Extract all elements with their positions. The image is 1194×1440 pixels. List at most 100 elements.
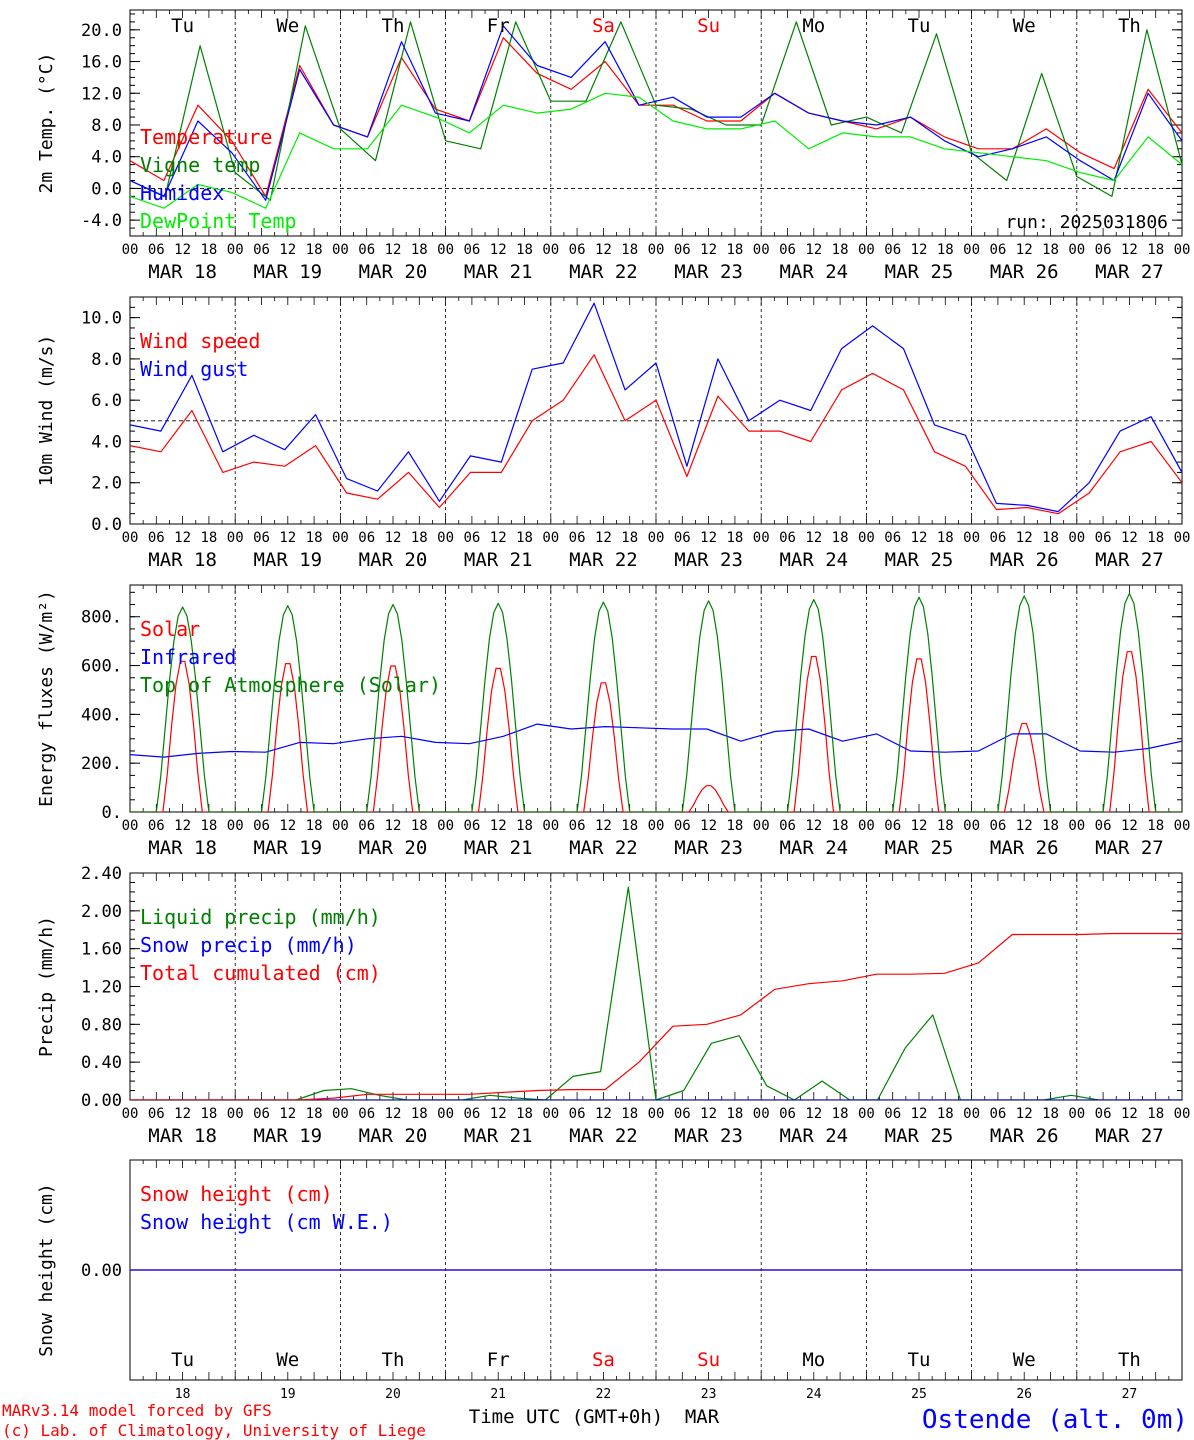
x-date-label: MAR 26 bbox=[990, 837, 1059, 859]
x-date-label: MAR 20 bbox=[359, 1125, 428, 1147]
x-hour-label: 12 bbox=[174, 530, 191, 546]
legend-entry: Infrared bbox=[140, 645, 236, 669]
y-tick-label: 1.60 bbox=[81, 940, 122, 960]
x-hour-label: 18 bbox=[306, 242, 323, 258]
x-hour-label: 18 bbox=[306, 1106, 323, 1122]
x-hour-label: 18 bbox=[516, 242, 533, 258]
x-date-label: MAR 25 bbox=[885, 1125, 954, 1147]
weekday-label: Su bbox=[697, 15, 720, 37]
x-hour-label: 06 bbox=[358, 818, 375, 834]
weekday-label: Tu bbox=[908, 15, 931, 37]
x-date-label: MAR 19 bbox=[253, 261, 322, 283]
series-line bbox=[130, 723, 1182, 758]
weekday-label: Tu bbox=[908, 1349, 931, 1371]
panel-2: 10.0 8.0 6.0 4.0 2.0 0.0 10m Wind (m/s) 00 06 12 1… bbox=[36, 296, 1190, 571]
x-hour-label: 00 bbox=[858, 242, 875, 258]
x-hour-label: 06 bbox=[674, 242, 691, 258]
day-number-label: 18 bbox=[175, 1387, 191, 1402]
y-axis-label: Energy fluxes (W/m²) bbox=[36, 590, 57, 807]
x-hour-label: 00 bbox=[963, 818, 980, 834]
x-hour-label: 06 bbox=[1095, 242, 1112, 258]
x-hour-label: 12 bbox=[490, 1106, 507, 1122]
x-hour-label: 12 bbox=[805, 242, 822, 258]
day-number-label: 23 bbox=[701, 1387, 717, 1402]
x-hour-label: 18 bbox=[621, 818, 638, 834]
legend-entry: Vigne temp bbox=[140, 153, 260, 177]
x-hour-label: 12 bbox=[1121, 530, 1138, 546]
x-hour-label: 18 bbox=[937, 1106, 954, 1122]
y-tick-label: 0.0 bbox=[91, 515, 122, 535]
x-hour-label: 12 bbox=[174, 818, 191, 834]
x-hour-label: 00 bbox=[542, 818, 559, 834]
x-date-label: MAR 23 bbox=[674, 261, 743, 283]
x-hour-label: 00 bbox=[122, 242, 139, 258]
x-date-label: MAR 21 bbox=[464, 261, 533, 283]
series-line bbox=[130, 21, 1182, 201]
weekday-label: Su bbox=[697, 1349, 720, 1371]
x-hour-label: 06 bbox=[148, 1106, 165, 1122]
weekday-label: Th bbox=[1118, 15, 1141, 37]
x-hour-label: 06 bbox=[148, 530, 165, 546]
x-date-label: MAR 19 bbox=[253, 1125, 322, 1147]
x-hour-label: 18 bbox=[1042, 242, 1059, 258]
x-hour-label: 18 bbox=[306, 818, 323, 834]
legend-entry: Temperature bbox=[140, 125, 272, 149]
x-hour-label: 12 bbox=[700, 1106, 717, 1122]
day-number-label: 25 bbox=[911, 1387, 927, 1402]
x-hour-label: 12 bbox=[279, 530, 296, 546]
x-hour-label: 18 bbox=[306, 530, 323, 546]
x-date-label: MAR 20 bbox=[359, 261, 428, 283]
x-hour-label: 06 bbox=[358, 242, 375, 258]
day-number-label: 19 bbox=[280, 1387, 296, 1402]
x-hour-label: 06 bbox=[989, 242, 1006, 258]
y-tick-label: 4.0 bbox=[91, 148, 122, 168]
x-date-label: MAR 18 bbox=[148, 837, 217, 859]
y-tick-label: 10.0 bbox=[81, 309, 122, 329]
x-hour-label: 18 bbox=[726, 818, 743, 834]
series-line bbox=[130, 932, 1182, 1100]
x-hour-label: 00 bbox=[858, 818, 875, 834]
y-tick-label: 4.0 bbox=[91, 432, 122, 452]
weekday-label: Fr bbox=[487, 15, 510, 37]
x-hour-label: 00 bbox=[437, 818, 454, 834]
x-hour-label: 12 bbox=[279, 818, 296, 834]
x-hour-label: 12 bbox=[174, 242, 191, 258]
x-date-label: MAR 26 bbox=[990, 549, 1059, 571]
x-hour-label: 06 bbox=[463, 530, 480, 546]
x-hour-label: 06 bbox=[569, 1106, 586, 1122]
x-hour-label: 12 bbox=[1121, 242, 1138, 258]
x-hour-label: 00 bbox=[227, 818, 244, 834]
x-hour-label: 00 bbox=[542, 242, 559, 258]
x-hour-label: 00 bbox=[648, 530, 665, 546]
x-hour-label: 06 bbox=[674, 818, 691, 834]
x-hour-label: 00 bbox=[1068, 818, 1085, 834]
y-tick-label: 400. bbox=[81, 705, 122, 725]
x-hour-label: 06 bbox=[779, 530, 796, 546]
x-date-label: MAR 20 bbox=[359, 837, 428, 859]
x-hour-label: 00 bbox=[1174, 1106, 1191, 1122]
x-hour-label: 12 bbox=[1121, 818, 1138, 834]
x-hour-label: 18 bbox=[1147, 1106, 1164, 1122]
x-hour-label: 18 bbox=[200, 1106, 217, 1122]
y-axis-label: Snow height (cm) bbox=[36, 1183, 57, 1356]
x-hour-label: 18 bbox=[832, 530, 849, 546]
x-hour-label: 12 bbox=[700, 530, 717, 546]
legend-entry: Wind gust bbox=[140, 357, 248, 381]
x-date-label: MAR 21 bbox=[464, 549, 533, 571]
y-tick-label: 2.0 bbox=[91, 474, 122, 494]
x-date-label: MAR 27 bbox=[1095, 837, 1164, 859]
x-hour-label: 12 bbox=[1016, 818, 1033, 834]
x-hour-label: 18 bbox=[200, 818, 217, 834]
x-axis-title: Time UTC (GMT+0h) bbox=[469, 1406, 663, 1428]
weekday-label: We bbox=[276, 1349, 299, 1371]
x-hour-label: 18 bbox=[411, 242, 428, 258]
x-hour-label: 18 bbox=[832, 242, 849, 258]
x-hour-label: 18 bbox=[1042, 818, 1059, 834]
y-tick-label: 2.40 bbox=[81, 864, 122, 884]
day-number-label: 21 bbox=[490, 1387, 506, 1402]
x-hour-label: 06 bbox=[1095, 530, 1112, 546]
x-hour-label: 00 bbox=[1174, 242, 1191, 258]
series-line bbox=[130, 25, 1182, 201]
x-hour-label: 12 bbox=[805, 818, 822, 834]
x-hour-label: 18 bbox=[726, 1106, 743, 1122]
